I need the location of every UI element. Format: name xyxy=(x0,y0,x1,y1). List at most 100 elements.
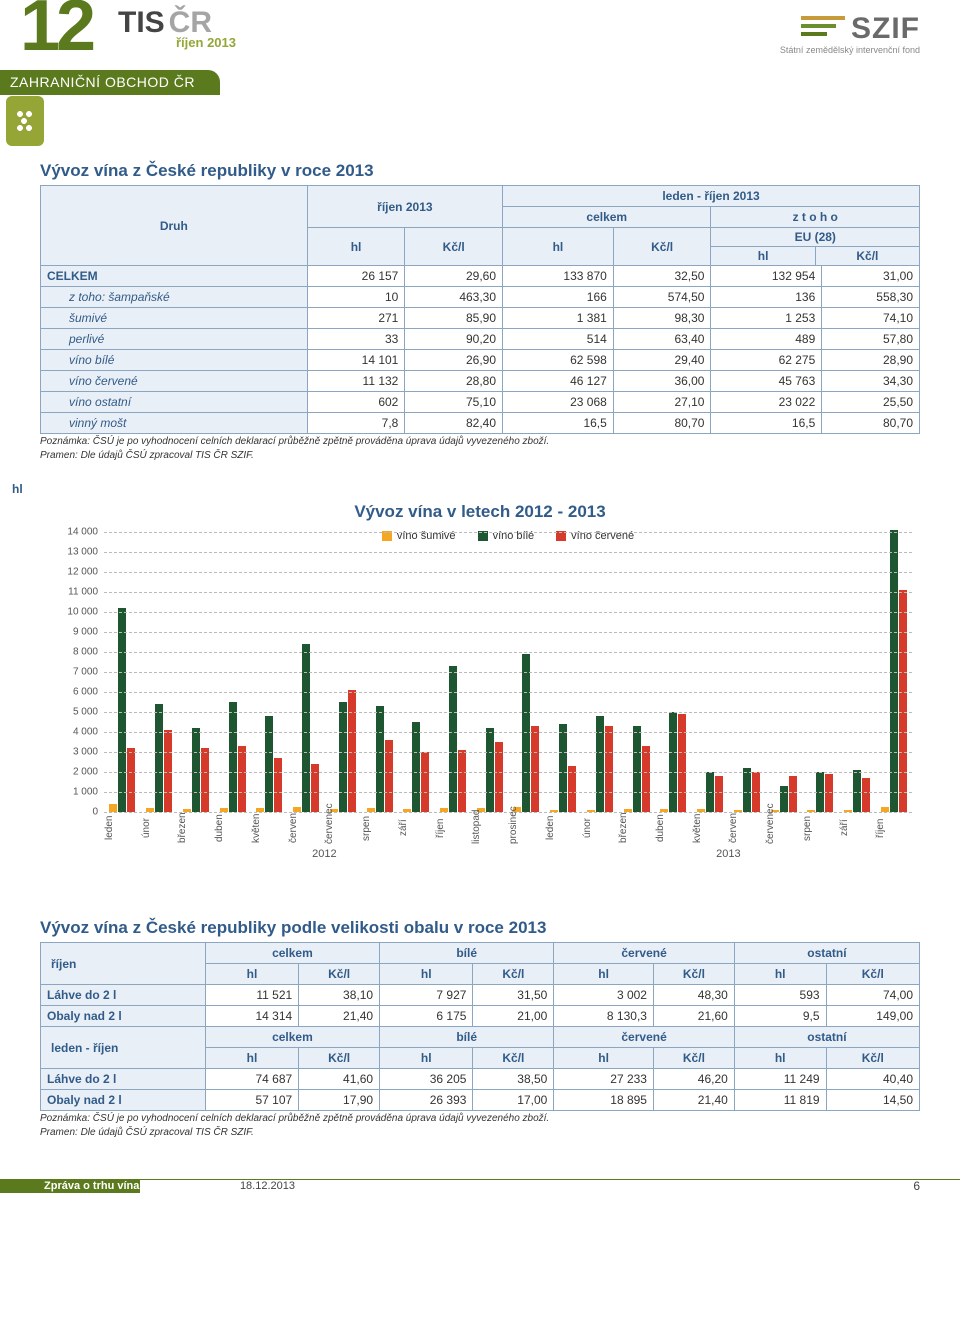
col-celkem: celkem xyxy=(503,207,711,228)
bar xyxy=(789,776,797,812)
row-obaly: Obaly nad 2 l xyxy=(41,1090,206,1111)
cell: 26 157 xyxy=(307,266,405,287)
tis-text: TIS xyxy=(118,6,165,39)
bar xyxy=(449,666,457,812)
ytick: 13 000 xyxy=(48,547,98,558)
row-label: CELKEM xyxy=(41,266,308,287)
table2-note1: Poznámka: ČSÚ je po vyhodnocení celních … xyxy=(40,1113,920,1125)
chart-title: Vývoz vína v letech 2012 - 2013 xyxy=(40,502,920,522)
u-hl: hl xyxy=(554,1048,654,1069)
period2: leden - říjen xyxy=(41,1027,206,1069)
col-period: leden - říjen 2013 xyxy=(503,186,920,207)
xlabel: srpen xyxy=(361,812,398,846)
xlabel: říjen xyxy=(435,812,472,846)
footer-page: 6 xyxy=(913,1179,920,1193)
table1-note2: Pramen: Dle údajů ČSÚ zpracoval TIS ČR S… xyxy=(40,450,920,462)
xlabel: červen xyxy=(728,812,765,846)
bar xyxy=(605,726,613,812)
col-cervene: červené xyxy=(554,1027,735,1048)
col-rijen: říjen 2013 xyxy=(307,186,502,228)
cell: 16,5 xyxy=(711,413,822,434)
cell: 11 132 xyxy=(307,371,405,392)
row-label: z toho: šampaňské xyxy=(41,287,308,308)
szif-text: SZIF xyxy=(851,14,920,44)
cell: 463,30 xyxy=(405,287,503,308)
col-eu: EU (28) xyxy=(711,228,919,247)
cell: 82,40 xyxy=(405,413,503,434)
cell: 7,8 xyxy=(307,413,405,434)
row-label: víno ostatní xyxy=(41,392,308,413)
row-label: víno červené xyxy=(41,371,308,392)
row-label: víno bílé xyxy=(41,350,308,371)
table-row: Láhve do 2 l 11 52138,10 7 92731,50 3 00… xyxy=(41,985,920,1006)
ytick: 14 000 xyxy=(48,527,98,538)
u-kc: Kč/l xyxy=(826,964,919,985)
export-chart: hl Vývoz vína v letech 2012 - 2013 víno … xyxy=(40,502,920,862)
bar xyxy=(229,702,237,812)
xlabel: listopad xyxy=(471,812,508,846)
xlabel: březen xyxy=(177,812,214,846)
bar xyxy=(109,804,117,812)
bar xyxy=(238,746,246,812)
bar xyxy=(339,702,347,812)
xlabel: srpen xyxy=(802,812,839,846)
issue-date: říjen 2013 xyxy=(176,36,236,49)
cell: 80,70 xyxy=(822,413,920,434)
bar xyxy=(853,770,861,812)
szif-logo: SZIF Státní zemědělský intervenční fond xyxy=(780,14,920,55)
cell: 46 127 xyxy=(503,371,614,392)
szif-bars-icon xyxy=(801,14,845,44)
table1-note1: Poznámka: ČSÚ je po vyhodnocení celních … xyxy=(40,436,920,448)
cell: 1 253 xyxy=(711,308,822,329)
table-row: perlivé3390,2051463,4048957,80 xyxy=(41,329,920,350)
col-bile: bílé xyxy=(380,1027,554,1048)
bar xyxy=(201,748,209,812)
bar xyxy=(633,726,641,812)
cell: 33 xyxy=(307,329,405,350)
year-label: 2012 xyxy=(104,848,545,862)
cell: 62 598 xyxy=(503,350,614,371)
cell: 574,50 xyxy=(613,287,711,308)
ytick: 9 000 xyxy=(48,627,98,638)
u-hl: hl xyxy=(205,1048,298,1069)
ytick: 1 000 xyxy=(48,787,98,798)
xlabel: září xyxy=(398,812,435,846)
bar xyxy=(164,730,172,812)
row-label: vinný mošt xyxy=(41,413,308,434)
ytick: 11 000 xyxy=(48,587,98,598)
ytick: 4 000 xyxy=(48,727,98,738)
xlabel: červen xyxy=(288,812,325,846)
cell: 31,00 xyxy=(822,266,920,287)
unit-hl: hl xyxy=(307,228,405,266)
cell: 23 022 xyxy=(711,392,822,413)
grape-icon xyxy=(6,96,44,146)
cell: 34,30 xyxy=(822,371,920,392)
cell: 133 870 xyxy=(503,266,614,287)
footer-report: Zpráva o trhu vína a vinných hroznů xyxy=(44,1180,233,1192)
xlabel: září xyxy=(839,812,876,846)
table-row: z toho: šampaňské10463,30166574,50136558… xyxy=(41,287,920,308)
bar xyxy=(412,722,420,812)
u-hl: hl xyxy=(380,1048,473,1069)
u-hl: hl xyxy=(734,964,826,985)
unit-kc: Kč/l xyxy=(816,247,919,265)
table2-note2: Pramen: Dle údajů ČSÚ zpracoval TIS ČR S… xyxy=(40,1127,920,1139)
row-obaly: Obaly nad 2 l xyxy=(41,1006,206,1027)
bar xyxy=(899,590,907,812)
ytick: 5 000 xyxy=(48,707,98,718)
table-row: víno ostatní60275,1023 06827,1023 02225,… xyxy=(41,392,920,413)
chart-ylabel: hl xyxy=(12,482,23,496)
cell: 16,5 xyxy=(503,413,614,434)
table-row: CELKEM26 15729,60133 87032,50132 95431,0… xyxy=(41,266,920,287)
xlabel: únor xyxy=(141,812,178,846)
bar xyxy=(348,690,356,812)
cell: 26,90 xyxy=(405,350,503,371)
u-kc: Kč/l xyxy=(473,964,554,985)
table-row: šumivé27185,901 38198,301 25374,10 xyxy=(41,308,920,329)
cell: 1 381 xyxy=(503,308,614,329)
unit-kc: Kč/l xyxy=(405,228,503,266)
container-table: Vývoz vína z České republiky podle velik… xyxy=(40,912,920,1111)
table-row: vinný mošt7,882,4016,580,7016,580,70 xyxy=(41,413,920,434)
row-lahve: Láhve do 2 l xyxy=(41,1069,206,1090)
bar xyxy=(559,724,567,812)
